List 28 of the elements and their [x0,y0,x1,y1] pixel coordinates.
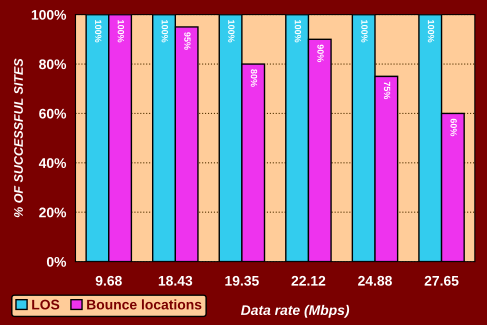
data-label: 95% [184,32,191,50]
x-tick-label: 24.88 [358,276,392,286]
legend-label: Bounce locations [87,299,202,310]
data-label: 100% [228,20,235,42]
x-tick-label: 18.43 [158,276,192,286]
y-axis-title: % OF SUCCESSFUL SITES [14,58,23,218]
y-tick-label: 0% [46,256,66,267]
data-label: 100% [428,20,434,42]
y-tick-label: 80% [39,59,66,70]
data-label: 100% [294,20,302,42]
data-label: 100% [118,20,124,42]
data-label: 80% [250,69,258,87]
data-label: 60% [450,118,457,136]
legend-label: LOS [32,300,60,310]
x-tick-label: 27.65 [424,276,459,286]
data-label: 100% [162,20,168,42]
data-label: 100% [95,20,102,42]
x-tick-label: 9.68 [96,276,122,286]
data-label: 75% [384,82,390,100]
data-label: 100% [361,20,368,42]
y-tick-label: 100% [32,10,66,20]
x-tick-label: 22.12 [292,276,326,286]
data-label: 90% [317,44,324,62]
y-tick-label: 60% [39,108,66,119]
x-tick-label: 19.35 [225,276,259,286]
y-tick-label: 20% [39,208,66,218]
x-axis-title: Data rate (Mbps) [240,304,350,318]
y-tick-label: 40% [38,158,66,168]
